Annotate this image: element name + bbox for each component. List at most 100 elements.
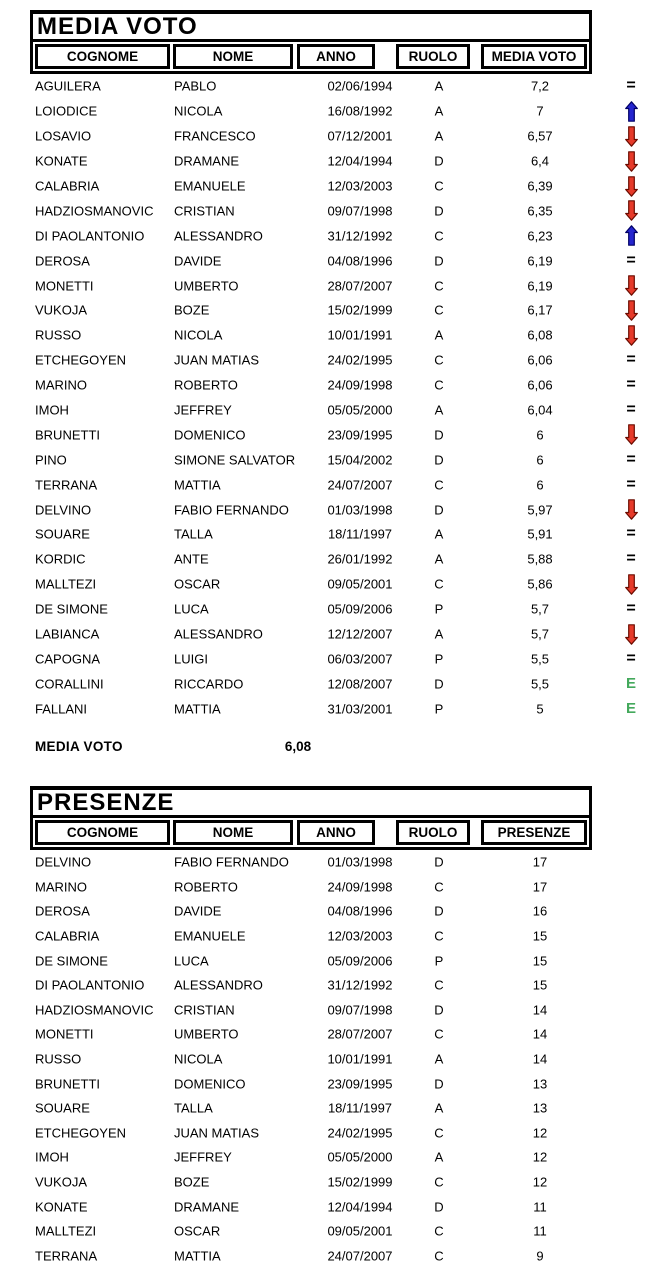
presenze-name-cell: DOMENICO — [174, 1076, 246, 1092]
presenze-name-cell: NICOLA — [174, 1051, 223, 1067]
media-voto-value-cell: 6,39 — [527, 178, 553, 194]
media-voto-value-cell: 6,19 — [527, 253, 553, 269]
media-voto-surname-cell: LOIODICE — [35, 103, 98, 119]
presenze-name-cell: BOZE — [174, 1174, 210, 1190]
media-voto-surname-cell: DELVINO — [35, 502, 92, 518]
presenze-name-cell: DRAMANE — [174, 1199, 240, 1215]
media-voto-value-cell: 6,19 — [527, 278, 553, 294]
presenze-value-cell: 11 — [533, 1199, 547, 1215]
equal-icon: = — [626, 475, 636, 493]
presenze-row: DELVINO FABIO FERNANDO 01/03/1998 D 17 — [30, 850, 592, 875]
media-voto-value-cell: 6,06 — [527, 352, 553, 368]
media-voto-role-cell: C — [434, 302, 444, 318]
presenze-name-cell: CRISTIAN — [174, 1002, 235, 1018]
presenze-row: TERRANA MATTIA 24/07/2007 C 9 — [30, 1244, 592, 1269]
media-voto-role-cell: D — [434, 253, 444, 269]
down-arrow-icon — [608, 298, 654, 323]
media-voto-birthdate-cell: 31/03/2001 — [327, 701, 393, 717]
media-voto-name-cell: RICCARDO — [174, 676, 244, 692]
media-voto-surname-cell: IMOH — [35, 402, 69, 418]
media-voto-value-cell: 5,7 — [530, 626, 550, 642]
media-voto-row: DELVINO FABIO FERNANDO 01/03/1998 D 5,97 — [30, 497, 638, 522]
media-voto-value-cell: 6 — [536, 452, 544, 468]
media-voto-birthdate-cell: 05/09/2006 — [327, 601, 393, 617]
media-voto-row: TERRANA MATTIA 24/07/2007 C 6 = — [30, 472, 636, 497]
media-voto-row: LOIODICE NICOLA 16/08/1992 A 7 — [30, 99, 638, 124]
media-voto-row: KONATE DRAMANE 12/04/1994 D 6,4 — [30, 149, 638, 174]
presenze-role-cell: D — [434, 903, 444, 919]
media-voto-name-cell: ANTE — [174, 551, 209, 567]
equal-icon: = — [626, 376, 636, 394]
presenze-birthdate-cell: 28/07/2007 — [327, 1026, 393, 1042]
media-voto-name-cell: TALLA — [174, 526, 213, 542]
presenze-role-cell: P — [434, 953, 444, 969]
presenze-name-cell: TALLA — [174, 1100, 213, 1116]
media-voto-role-cell: C — [434, 278, 444, 294]
media-voto-role-cell: C — [434, 352, 444, 368]
media-voto-value-cell: 6,4 — [530, 153, 550, 169]
media-voto-birthdate-cell: 28/07/2007 — [327, 278, 393, 294]
presenze-name-cell: MATTIA — [174, 1248, 221, 1264]
media-voto-surname-cell: MONETTI — [35, 278, 94, 294]
media-voto-surname-cell: SOUARE — [35, 526, 90, 542]
presenze-value-cell: 17 — [532, 879, 548, 895]
down-arrow-icon — [608, 124, 654, 149]
media-voto-birthdate-cell: 06/03/2007 — [327, 651, 393, 667]
presenze-role-cell: C — [434, 1125, 444, 1141]
media-voto-surname-cell: RUSSO — [35, 327, 82, 343]
presenze-surname-cell: IMOH — [35, 1149, 69, 1165]
media-voto-birthdate-cell: 02/06/1994 — [327, 78, 393, 94]
media-voto-birthdate-cell: 31/12/1992 — [327, 228, 393, 244]
presenze-row: DI PAOLANTONIO ALESSANDRO 31/12/1992 C 15 — [30, 973, 592, 998]
media-voto-value-cell: 5,5 — [530, 676, 550, 692]
media-voto-column-header-anno: ANNO — [297, 44, 375, 69]
equal-icon: = — [626, 251, 636, 269]
letter-e-icon: E — [625, 675, 636, 693]
media-voto-value-cell: 5,97 — [527, 502, 553, 518]
media-voto-header-row: COGNOME NOME ANNO RUOLO MEDIA VOTO — [33, 42, 589, 71]
presenze-role-cell: C — [434, 1223, 444, 1239]
media-voto-column-header-ruolo: RUOLO — [396, 44, 470, 69]
presenze-role-cell: A — [434, 1051, 444, 1067]
equal-icon: = — [626, 401, 636, 419]
media-voto-name-cell: CRISTIAN — [174, 203, 235, 219]
media-voto-role-cell: A — [434, 103, 444, 119]
down-arrow-icon — [608, 572, 654, 597]
media-voto-value-cell: 5,88 — [527, 551, 553, 567]
media-voto-role-cell: A — [434, 526, 444, 542]
media-voto-role-cell: P — [434, 651, 444, 667]
media-voto-table-head: MEDIA VOTO COGNOME NOME ANNO RUOLO MEDIA VOT… — [30, 10, 592, 74]
presenze-surname-cell: RUSSO — [35, 1051, 82, 1067]
media-voto-row: ETCHEGOYEN JUAN MATIAS 24/02/1995 C 6,06 = — [30, 348, 636, 373]
equal-icon: = — [626, 351, 636, 369]
presenze-role-cell: D — [434, 1199, 444, 1215]
media-voto-name-cell: ALESSANDRO — [174, 626, 263, 642]
presenze-value-cell: 15 — [532, 977, 548, 993]
presenze-row: CALABRIA EMANUELE 12/03/2003 C 15 — [30, 924, 592, 949]
media-voto-summary-value: 6,08 — [284, 739, 312, 755]
media-voto-name-cell: ROBERTO — [174, 377, 238, 393]
presenze-row: IMOH JEFFREY 05/05/2000 A 12 — [30, 1145, 592, 1170]
media-voto-role-cell: D — [434, 452, 444, 468]
media-voto-birthdate-cell: 24/02/1995 — [327, 352, 393, 368]
media-voto-section: MEDIA VOTO COGNOME NOME ANNO RUOLO MEDIA VOT… — [30, 10, 638, 757]
presenze-value-cell: 15 — [532, 953, 548, 969]
presenze-value-cell: 17 — [532, 854, 548, 870]
media-voto-birthdate-cell: 05/05/2000 — [327, 402, 393, 418]
media-voto-birthdate-cell: 24/07/2007 — [327, 477, 393, 493]
presenze-role-cell: A — [434, 1149, 444, 1165]
media-voto-summary-label: MEDIA VOTO — [35, 739, 123, 755]
presenze-surname-cell: SOUARE — [35, 1100, 90, 1116]
media-voto-surname-cell: ETCHEGOYEN — [35, 352, 127, 368]
presenze-column-header-anno: ANNO — [297, 820, 375, 845]
media-voto-row: DI PAOLANTONIO ALESSANDRO 31/12/1992 C 6,23 — [30, 223, 638, 248]
presenze-role-cell: C — [434, 928, 444, 944]
media-voto-value-cell: 7,2 — [530, 78, 550, 94]
presenze-row: SOUARE TALLA 18/11/1997 A 13 — [30, 1096, 592, 1121]
media-voto-birthdate-cell: 23/09/1995 — [327, 427, 393, 443]
media-voto-surname-cell: AGUILERA — [35, 78, 101, 94]
presenze-surname-cell: DE SIMONE — [35, 953, 108, 969]
presenze-birthdate-cell: 05/09/2006 — [327, 953, 393, 969]
media-voto-name-cell: NICOLA — [174, 327, 223, 343]
media-voto-surname-cell: FALLANI — [35, 701, 88, 717]
